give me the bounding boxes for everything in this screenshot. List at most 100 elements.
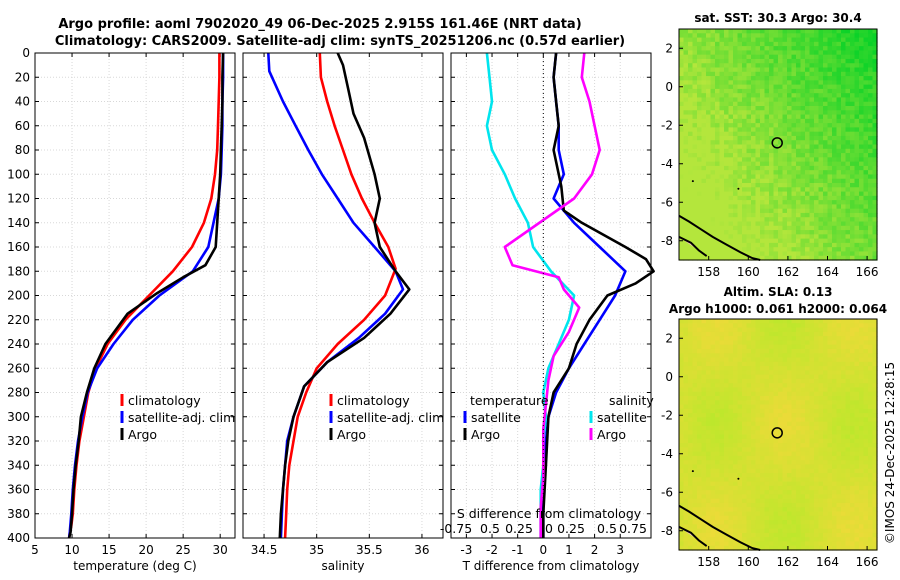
map-cell [800,200,806,205]
map-cell [836,541,842,547]
map-cell [764,528,770,534]
map-cell [701,174,707,180]
map-cell [836,357,842,363]
map-cell [728,477,734,483]
map-cell [728,84,734,90]
map-cell [706,191,712,197]
map-cell [719,33,725,39]
map-cell [823,336,829,341]
map-cell [728,434,734,440]
map-cell [710,135,716,141]
map-cell [697,383,703,389]
map-cell [769,46,775,51]
map-cell [755,225,761,231]
legend-label: satellite [597,410,647,425]
map-cell [850,421,856,427]
map-cell [800,114,806,120]
map-cell [688,331,694,337]
map-cell [760,447,766,453]
map-cell [688,490,694,495]
map-cell [688,323,694,329]
map-cell [679,344,685,350]
map-cell [872,118,878,124]
map-cell [809,464,815,470]
map-cell [697,195,703,201]
map-cell [742,344,748,350]
map-cell [796,336,802,341]
map-cell [809,485,815,491]
map-cell [746,319,752,324]
map-cell [841,255,847,261]
map-cell [796,490,802,495]
map-cell [706,361,712,367]
map-cell [719,387,725,393]
map-cell [679,58,685,64]
map-cell [863,468,869,474]
map-cell [818,327,824,333]
map-cell [701,532,707,538]
map-cell [719,148,725,154]
map-cell [688,370,694,376]
map-cell [832,54,838,60]
map-cell [715,396,721,401]
map-cell [769,541,775,547]
map-cell [679,455,685,461]
map-cell [809,481,815,487]
map-cell [836,208,842,214]
map-cell [863,165,869,171]
map-cell [859,331,865,337]
top-tick-label: -0.75 [440,521,472,536]
map-cell [809,144,815,150]
map-cell [719,221,725,227]
map-cell [832,327,838,333]
map-cell [701,344,707,350]
map-cell [769,451,775,457]
map-cell [791,430,797,436]
map-cell [832,157,838,163]
map-cell [715,46,721,51]
map-cell [760,378,766,384]
map-cell [706,161,712,167]
map-cell [769,387,775,393]
map-cell [688,532,694,538]
plot-frame [450,52,652,539]
map-cell [778,387,784,393]
map-cell [823,230,829,235]
map-cell [724,391,730,397]
map-cell [706,357,712,363]
map-cell [742,391,748,397]
map-cell [697,348,703,354]
map-cell [697,413,703,418]
map-cell [796,361,802,367]
map-cell [746,396,752,401]
map-cell [692,238,698,244]
map-cell [733,29,739,34]
map-cell [692,41,698,47]
map-cell [832,425,838,431]
map-cell [706,498,712,504]
map-cell [868,225,874,231]
map-cell [742,140,748,146]
map-cell [769,148,775,154]
map-cell [782,344,788,350]
map-cell [724,378,730,384]
map-cell [805,234,811,240]
map-cell [796,41,802,47]
map-cell [701,421,707,427]
map-cell [814,165,820,171]
map-cell [742,396,748,401]
map-cell [755,387,761,393]
map-cell [845,340,851,346]
map-cell [841,106,847,111]
map-cell [706,204,712,210]
map-cell [823,545,829,551]
map-cell [683,391,689,397]
map-cell [796,541,802,547]
map-cell [791,153,797,158]
map-cell [688,361,694,367]
map-cell [688,157,694,163]
map-cell [733,524,739,530]
map-cell [859,438,865,444]
map-cell [850,41,856,47]
map-cell [836,234,842,240]
